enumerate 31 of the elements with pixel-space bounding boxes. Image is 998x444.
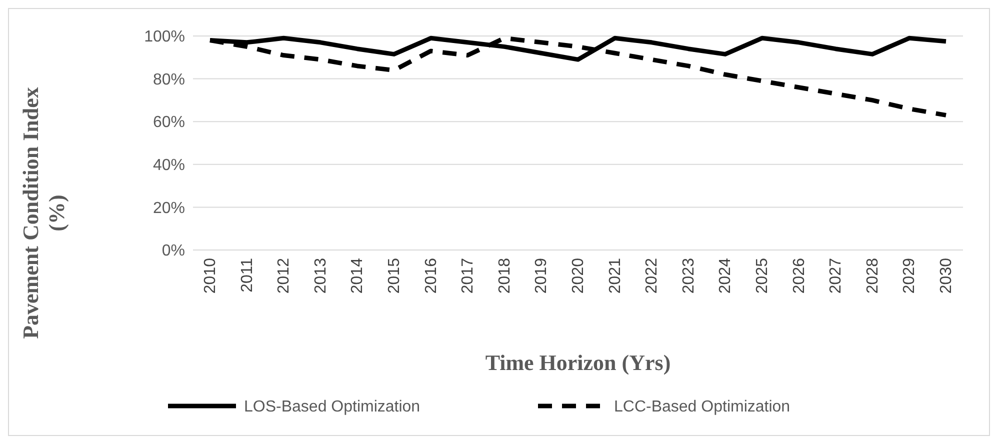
x-tick-label: 2016 bbox=[422, 258, 440, 294]
y-tick-label: 60% bbox=[152, 114, 185, 132]
x-tick-label: 2015 bbox=[386, 258, 403, 294]
x-tick-label: 2027 bbox=[828, 258, 845, 294]
x-tick-label: 2023 bbox=[680, 258, 698, 294]
y-tick-label: 40% bbox=[152, 157, 185, 174]
x-tick-label: 2029 bbox=[901, 258, 918, 294]
x-tick-label: 2028 bbox=[864, 258, 882, 294]
x-tick-label: 2024 bbox=[717, 258, 734, 294]
legend-label: LCC-Based Optimization bbox=[614, 398, 790, 416]
y-tick-label: 0% bbox=[162, 242, 185, 260]
x-tick-label: 2011 bbox=[238, 258, 256, 292]
x-tick-label: 2018 bbox=[496, 258, 514, 294]
y-tick-label: 100% bbox=[144, 28, 185, 46]
x-tick-label: 2026 bbox=[790, 258, 808, 294]
x-tick-label: 2020 bbox=[570, 258, 587, 294]
y-tick-label: 20% bbox=[152, 200, 185, 217]
x-tick-label: 2021 bbox=[606, 258, 624, 294]
x-tick-label: 2022 bbox=[644, 258, 661, 294]
x-tick-label: 2013 bbox=[312, 258, 330, 294]
y-axis-title: Pavement Condition Index (%) bbox=[18, 87, 69, 339]
x-tick-label: 2030 bbox=[938, 258, 955, 294]
x-tick-label: 2025 bbox=[754, 258, 771, 294]
y-tick-label: 80% bbox=[152, 71, 185, 88]
legend-label: LOS-Based Optimization bbox=[244, 398, 420, 416]
x-axis-title: Time Horizon (Yrs) bbox=[485, 350, 671, 375]
x-tick-label: 2017 bbox=[460, 258, 477, 294]
x-tick-label: 2010 bbox=[202, 258, 219, 294]
x-tick-label: 2019 bbox=[533, 258, 550, 294]
x-tick-label: 2014 bbox=[349, 258, 366, 294]
x-tick-label: 2012 bbox=[276, 258, 293, 294]
